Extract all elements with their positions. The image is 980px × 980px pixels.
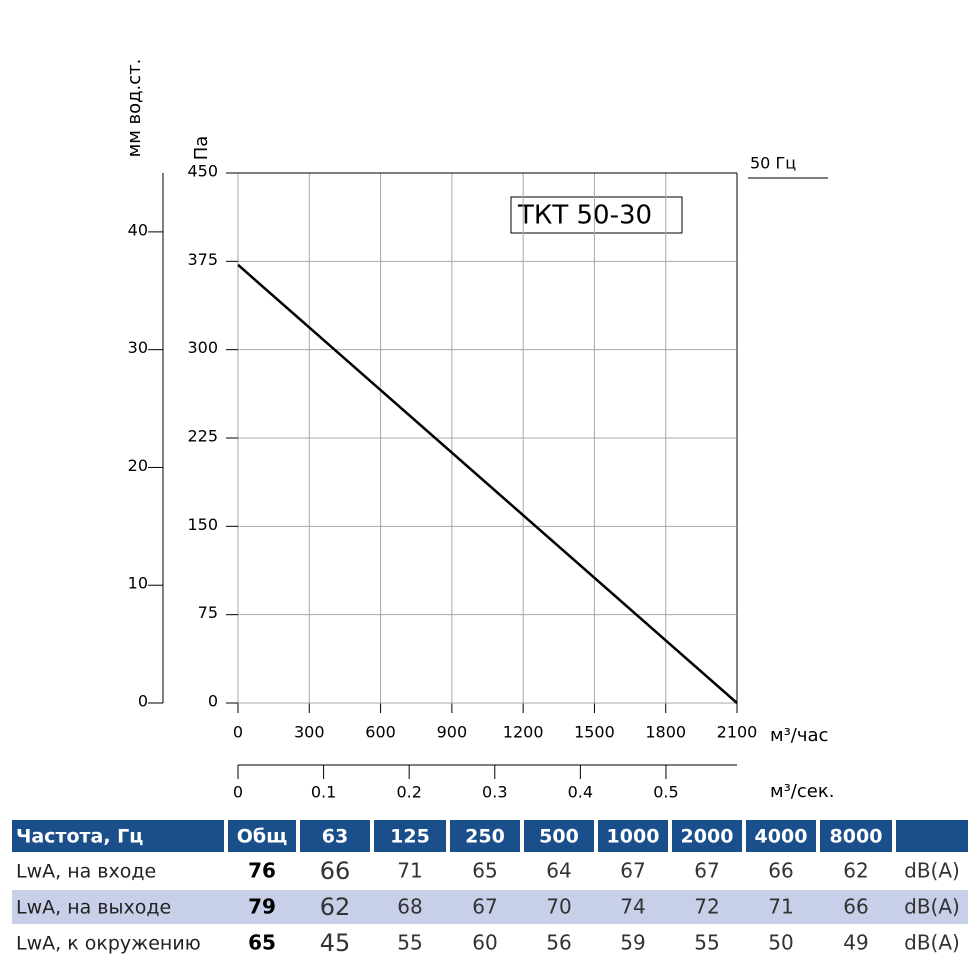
header-cell xyxy=(672,820,742,852)
header-cell xyxy=(12,820,224,852)
y-tick-label: 300 xyxy=(187,338,218,357)
header-text: 4000 xyxy=(755,826,808,848)
row-value: 67 xyxy=(472,895,497,919)
y-tick-label: 450 xyxy=(187,162,218,181)
x2-tick-label: 0.1 xyxy=(311,783,336,802)
row-value: 71 xyxy=(397,859,422,883)
row-value: 49 xyxy=(843,931,868,955)
row-value: 72 xyxy=(694,895,719,919)
header-cell xyxy=(896,820,968,852)
x2-tick-label: 0.4 xyxy=(568,783,593,802)
y-tick-label: 75 xyxy=(198,603,218,622)
header-cell xyxy=(228,820,296,852)
title-box xyxy=(510,196,683,234)
header-text: 250 xyxy=(465,826,505,848)
header-text: 500 xyxy=(539,826,579,848)
curve xyxy=(237,263,738,704)
row-label: LwA, на выходе xyxy=(16,897,171,919)
header-cell xyxy=(450,820,520,852)
row-value: 67 xyxy=(694,859,719,883)
header-text: 1000 xyxy=(607,826,660,848)
row-value: 66 xyxy=(320,857,351,885)
row-value: 71 xyxy=(768,895,793,919)
y-tick-label: 375 xyxy=(187,250,218,269)
row-value: 62 xyxy=(320,893,351,921)
header-cell xyxy=(746,820,816,852)
header-text: Общ xyxy=(237,826,287,848)
header-text: 2000 xyxy=(681,826,734,848)
row-value: 67 xyxy=(620,859,645,883)
x-axis-label: м³/час xyxy=(770,725,828,746)
x2-axis-label: м³/сек. xyxy=(770,781,834,802)
y2-tick-label: 20 xyxy=(128,456,148,475)
row-value: 62 xyxy=(843,859,868,883)
row-value: 45 xyxy=(320,929,351,957)
row-total: 65 xyxy=(248,931,276,955)
y2-tick-label: 0 xyxy=(138,692,148,711)
y2-axis-label: мм вод.ст. xyxy=(124,59,145,158)
header-cell xyxy=(524,820,594,852)
x-tick-label: 900 xyxy=(437,723,468,742)
row-value: 55 xyxy=(397,931,422,955)
x-tick-label: 1500 xyxy=(574,723,615,742)
y2-tick-label: 40 xyxy=(128,220,148,239)
row-value: 70 xyxy=(546,895,571,919)
row-label: LwA, на входе xyxy=(16,861,156,883)
row-value: 50 xyxy=(768,931,793,955)
y-tick-label: 225 xyxy=(187,427,218,446)
row-unit: dB(A) xyxy=(904,931,960,955)
row-value: 59 xyxy=(620,931,645,955)
row-value: 65 xyxy=(472,859,497,883)
row-bg xyxy=(12,890,968,924)
x2-tick-label: 0.5 xyxy=(653,783,678,802)
x2-tick-label: 0 xyxy=(233,783,243,802)
row-unit: dB(A) xyxy=(904,895,960,919)
x-tick-label: 0 xyxy=(233,723,243,742)
y-tick-label: 0 xyxy=(208,692,218,711)
row-value: 64 xyxy=(546,859,571,883)
annotation: 50 Гц xyxy=(750,154,796,173)
y-tick-label: 150 xyxy=(187,515,218,534)
x2-tick-label: 0.3 xyxy=(482,783,507,802)
x-tick-label: 2100 xyxy=(717,723,758,742)
row-value: 66 xyxy=(843,895,868,919)
row-value: 56 xyxy=(546,931,571,955)
row-value: 68 xyxy=(397,895,422,919)
x-tick-label: 300 xyxy=(294,723,325,742)
header-text: 63 xyxy=(322,826,348,848)
header-cell xyxy=(598,820,668,852)
header-cell xyxy=(820,820,892,852)
header-text: 8000 xyxy=(830,826,883,848)
y2-tick-label: 30 xyxy=(128,338,148,357)
y-axis-label: Па xyxy=(191,136,212,161)
x2-tick-label: 0.2 xyxy=(396,783,421,802)
x-tick-label: 1800 xyxy=(645,723,686,742)
row-value: 55 xyxy=(694,931,719,955)
row-value: 66 xyxy=(768,859,793,883)
header-cell xyxy=(374,820,446,852)
chart-title: ТКТ 50-30 xyxy=(517,201,652,231)
y2-tick-label: 10 xyxy=(128,574,148,593)
row-total: 76 xyxy=(248,859,276,883)
row-value: 74 xyxy=(620,895,645,919)
row-unit: dB(A) xyxy=(904,859,960,883)
header-text: Частота, Гц xyxy=(16,826,143,848)
x-tick-label: 1200 xyxy=(503,723,544,742)
header-text: 125 xyxy=(390,826,430,848)
row-value: 60 xyxy=(472,931,497,955)
x-tick-label: 600 xyxy=(365,723,396,742)
header-cell xyxy=(300,820,370,852)
row-label: LwA, к окружению xyxy=(16,933,201,955)
row-total: 79 xyxy=(248,895,276,919)
